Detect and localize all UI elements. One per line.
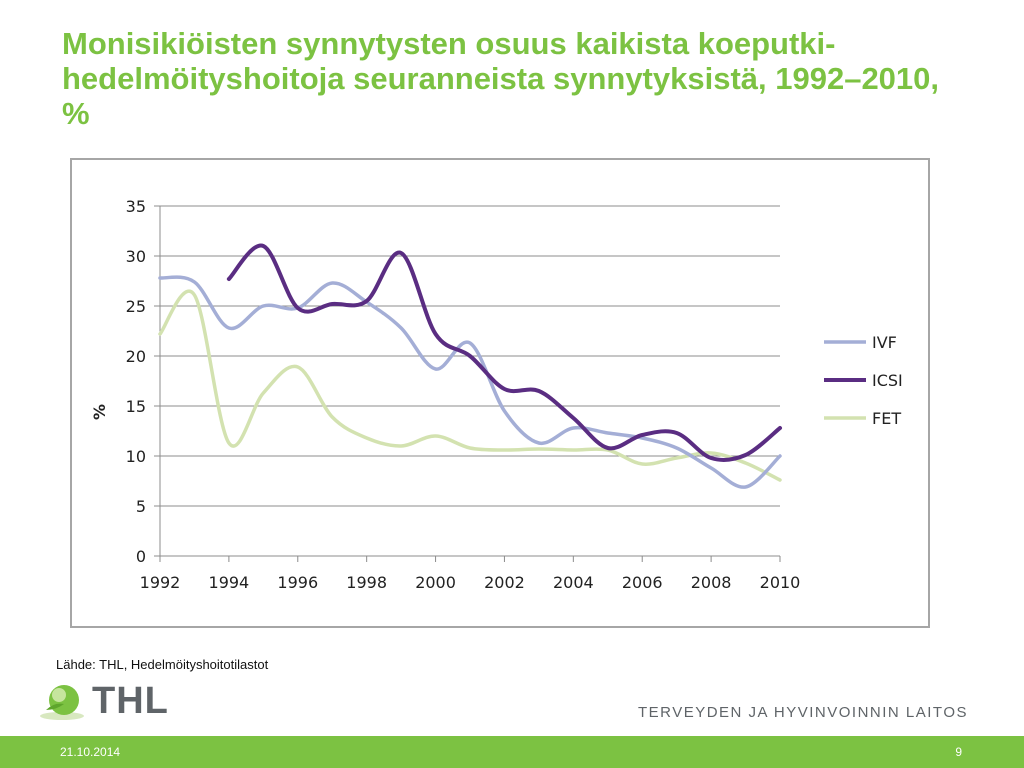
- y-tick-label-0: 0: [136, 547, 146, 566]
- legend-label-icsi: ICSI: [872, 371, 903, 390]
- x-tick-label-2008: 2008: [691, 573, 732, 592]
- y-tick-label-25: 25: [126, 297, 146, 316]
- x-axis-ticks: 1992 1994 1996 1998 2000 2002 2004 2006 2008 2010: [140, 556, 801, 592]
- page-number: 9: [955, 745, 962, 759]
- x-tick-label-1994: 1994: [209, 573, 250, 592]
- leaf-icon: [40, 685, 84, 720]
- line-chart: 0 5 10 15 20 25 30 35 1992 1994 1996 1998 2000 2002 2…: [90, 197, 903, 592]
- series-line-fet: [158, 289, 782, 482]
- chart-gridlines: [160, 205, 780, 557]
- chart-frame: 0 5 10 15 20 25 30 35 1992 1994 1996 1998 2000 2002 2…: [70, 158, 930, 628]
- series-line-ivf: [158, 275, 782, 489]
- legend-label-ivf: IVF: [872, 333, 897, 352]
- x-tick-label-2006: 2006: [622, 573, 663, 592]
- source-note: Lähde: THL, Hedelmöityshoitotilastot: [56, 657, 269, 672]
- y-axis-label: %: [90, 404, 109, 420]
- footer-date: 21.10.2014: [60, 745, 121, 759]
- y-tick-label-5: 5: [136, 497, 146, 516]
- chart-legend: IVF ICSI FET: [824, 333, 903, 428]
- y-tick-label-35: 35: [126, 197, 146, 216]
- x-tick-label-2010: 2010: [760, 573, 801, 592]
- x-tick-label-1996: 1996: [277, 573, 318, 592]
- y-tick-label-20: 20: [126, 347, 146, 366]
- y-tick-label-10: 10: [126, 447, 146, 466]
- organization-name: TERVEYDEN JA HYVINVOINNIN LAITOS: [637, 704, 968, 721]
- x-tick-label-1998: 1998: [346, 573, 387, 592]
- x-tick-label-2000: 2000: [415, 573, 456, 592]
- y-axis-ticks: 0 5 10 15 20 25 30 35: [126, 197, 161, 566]
- legend-label-fet: FET: [872, 409, 901, 428]
- x-tick-label-2002: 2002: [484, 573, 525, 592]
- logo-text: THL: [92, 680, 169, 722]
- series-line-icsi: [226, 243, 782, 462]
- thl-logo: THL: [36, 680, 186, 724]
- y-tick-label-30: 30: [126, 247, 146, 266]
- y-tick-label-15: 15: [126, 397, 146, 416]
- x-tick-label-1992: 1992: [140, 573, 181, 592]
- slide-title: Monisikiöisten synnytysten osuus kaikist…: [62, 26, 940, 131]
- chart-series-lines: [158, 243, 782, 489]
- footer-bar: 21.10.2014 9: [0, 736, 1024, 768]
- x-tick-label-2004: 2004: [553, 573, 594, 592]
